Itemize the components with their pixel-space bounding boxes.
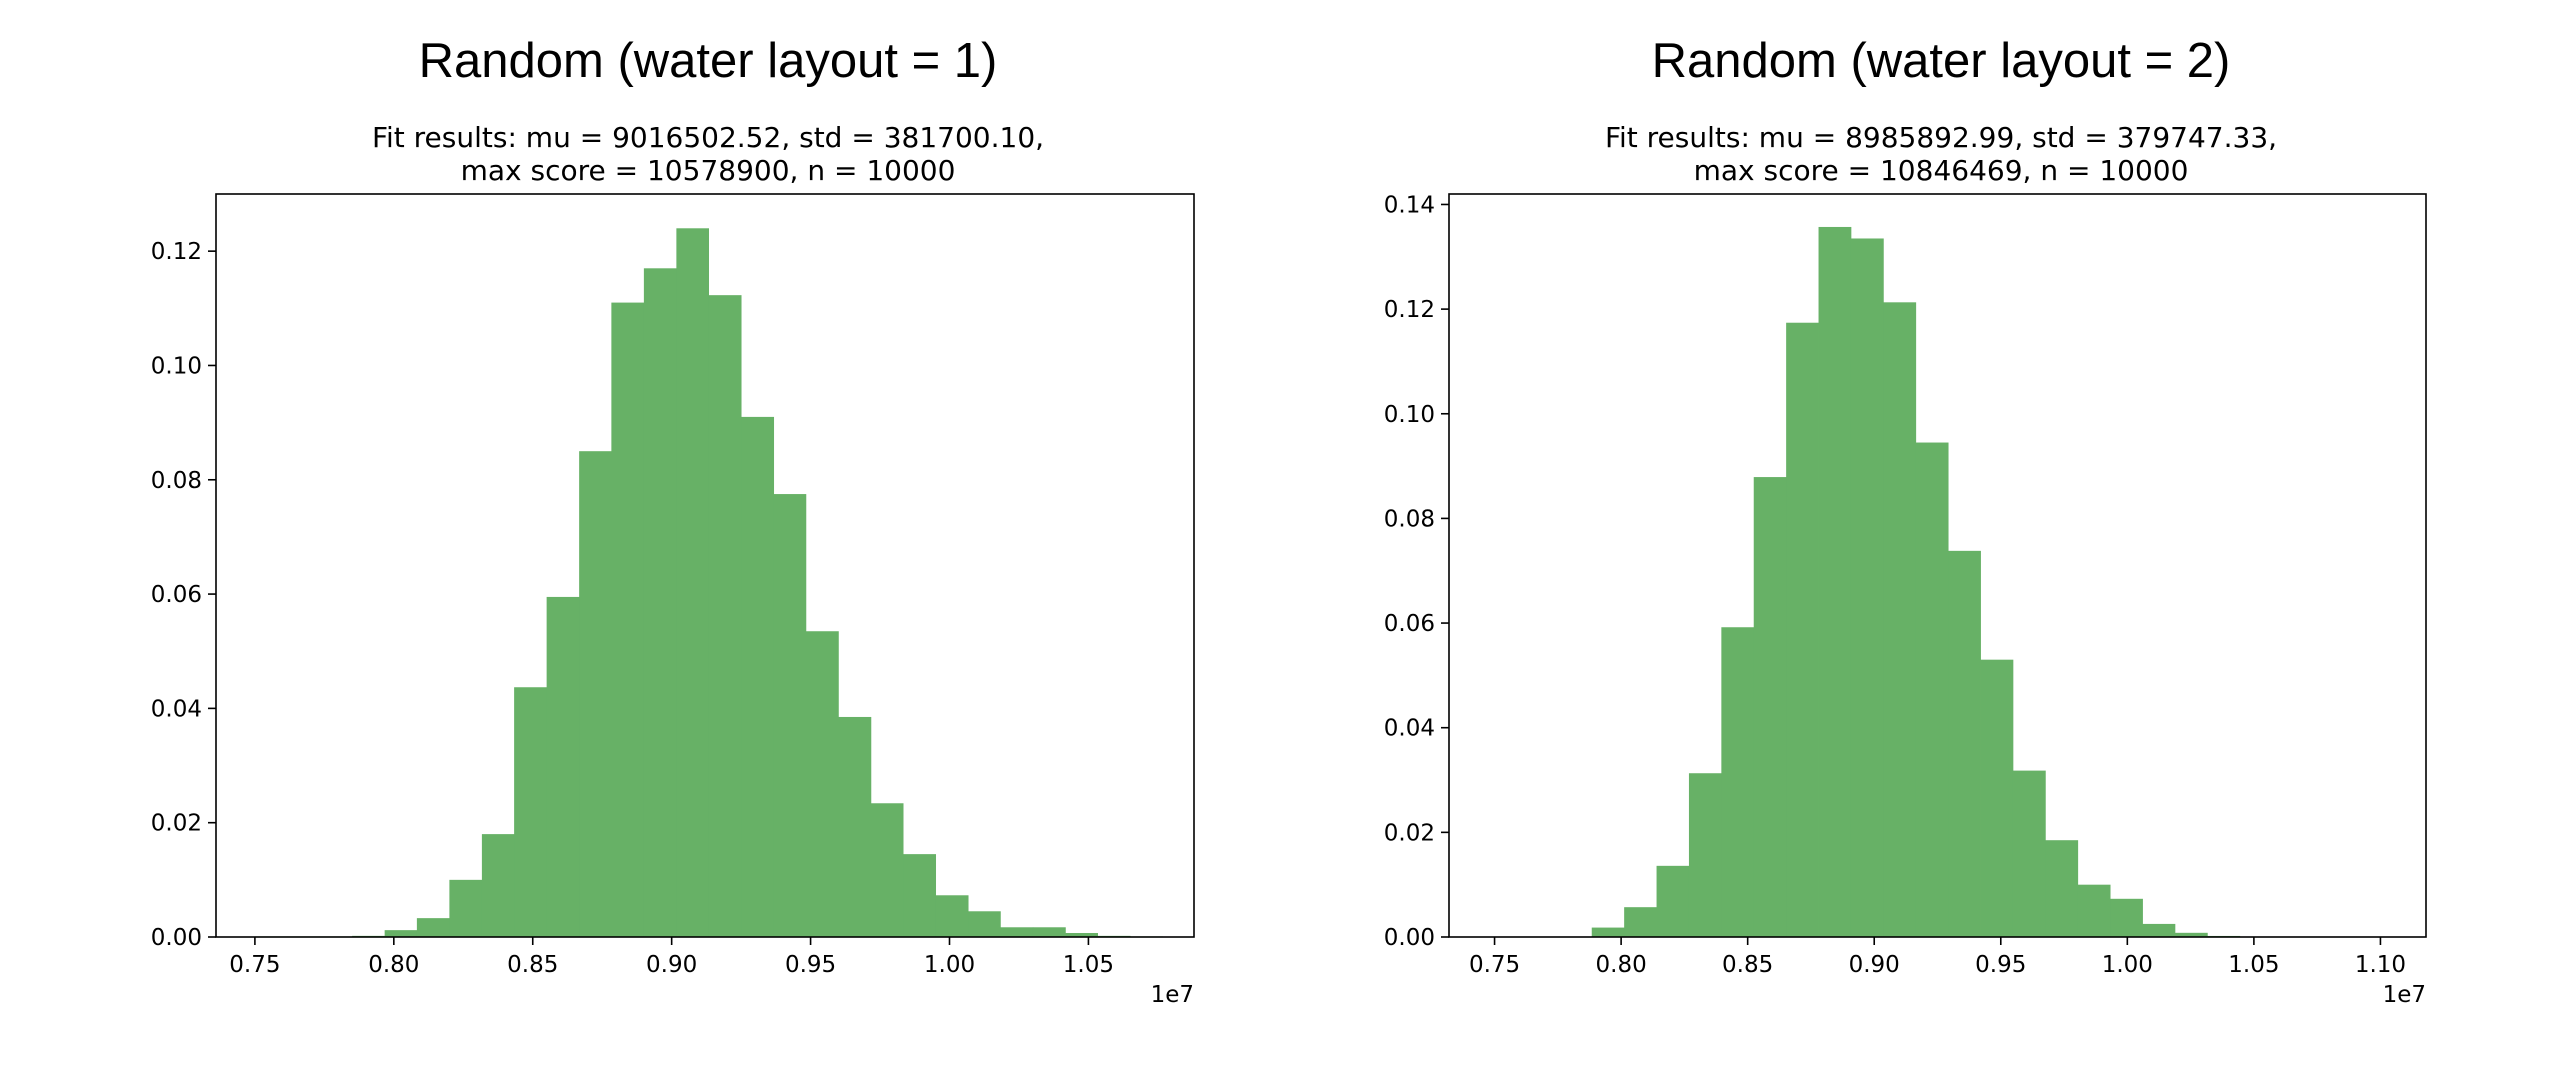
histogram-bar-10 xyxy=(579,451,612,937)
x-tick-label: 1.05 xyxy=(1063,952,1114,978)
histogram-bar-24 xyxy=(1032,927,1066,937)
axes: 0.75 0.80 0.85 0.90 0.95 1.00 1.05 0.00 0.02 0.04… xyxy=(151,193,1195,978)
histogram-bar-7 xyxy=(481,834,515,937)
histogram-bar-13 xyxy=(676,228,710,938)
y-tick-label: 0.00 xyxy=(1384,925,1435,951)
y-tick-label: 0.00 xyxy=(151,925,202,951)
x-tick-label: 0.85 xyxy=(1722,952,1773,978)
x-tick-label: 0.80 xyxy=(1596,952,1647,978)
y-tick-label: 0.02 xyxy=(1384,820,1435,846)
x-tick-label: 0.90 xyxy=(646,952,697,978)
y-tick-label: 0.06 xyxy=(151,582,202,608)
histogram-bars xyxy=(254,228,1164,938)
histogram-bar-7 xyxy=(1721,627,1755,937)
histogram-bar-15 xyxy=(1980,659,2014,937)
histogram-bar-4 xyxy=(1624,907,1657,937)
plot-frame xyxy=(215,193,1195,938)
histogram-bar-16 xyxy=(2012,770,2046,937)
x-tick-label: 0.95 xyxy=(1975,952,2026,978)
histogram-bars xyxy=(1494,226,2370,938)
y-tick-label: 0.08 xyxy=(1384,506,1435,532)
histogram-panel-2: Random (water layout = 2) Fit results: m… xyxy=(1384,34,2427,1008)
histogram-bar-15 xyxy=(741,416,775,937)
histogram-bar-10 xyxy=(1818,226,1852,937)
histogram-bar-11 xyxy=(1850,238,1884,938)
histogram-panel-1: Random (water layout = 1) Fit results: m… xyxy=(151,34,1195,1008)
histogram-bar-8 xyxy=(1753,477,1787,937)
histogram-bar-18 xyxy=(838,716,872,937)
chart-title: Random (water layout = 1) xyxy=(419,34,998,88)
histogram-bar-23 xyxy=(1000,927,1034,937)
x-tick-label: 0.75 xyxy=(229,952,280,978)
y-tick-label: 0.04 xyxy=(151,696,202,722)
histogram-bar-3 xyxy=(1591,927,1625,937)
x-tick-label: 1.05 xyxy=(2228,952,2279,978)
x-tick-label: 0.80 xyxy=(368,952,419,978)
histogram-bar-11 xyxy=(611,302,645,938)
histogram-bar-17 xyxy=(2045,840,2079,937)
y-tick-label: 0.06 xyxy=(1384,611,1435,637)
histogram-bar-14 xyxy=(1948,550,1981,937)
y-tick-label: 0.02 xyxy=(151,811,202,837)
plot-frame xyxy=(1448,193,2427,938)
histogram-bar-9 xyxy=(546,596,580,937)
x-tick-label: 1.10 xyxy=(2355,952,2406,978)
y-tick-label: 0.12 xyxy=(151,239,202,265)
x-tick-label: 0.75 xyxy=(1469,952,1520,978)
y-tick-label: 0.04 xyxy=(1384,716,1435,742)
chart-subtitle-line-1: Fit results: mu = 9016502.52, std = 3817… xyxy=(372,121,1044,154)
axes: 0.75 0.80 0.85 0.90 0.95 1.00 1.05 1.10 0.00 0.02… xyxy=(1384,192,2427,978)
chart-subtitle-line-1: Fit results: mu = 8985892.99, std = 3797… xyxy=(1605,121,2277,154)
histogram-bar-19 xyxy=(870,803,904,937)
histogram-bar-5 xyxy=(416,918,450,937)
histogram-bar-20 xyxy=(903,854,937,937)
histogram-bar-4 xyxy=(384,930,418,937)
histogram-bar-22 xyxy=(968,911,1001,937)
chart-title: Random (water layout = 2) xyxy=(1652,34,2231,88)
histogram-bar-9 xyxy=(1786,322,1819,938)
histogram-bar-25 xyxy=(1065,933,1098,937)
y-tick-label: 0.12 xyxy=(1384,297,1435,323)
histogram-bar-6 xyxy=(1688,773,1722,937)
histogram-bar-6 xyxy=(449,879,483,937)
x-tick-label: 1.00 xyxy=(2102,952,2153,978)
chart-subtitle-line-2: max score = 10846469, n = 10000 xyxy=(1694,154,2189,187)
histogram-bar-12 xyxy=(643,268,677,937)
x-tick-label: 1.00 xyxy=(924,952,975,978)
histogram-bar-14 xyxy=(708,295,742,937)
histogram-bar-17 xyxy=(805,631,839,937)
histogram-bar-16 xyxy=(773,494,807,937)
histogram-bar-21 xyxy=(2174,932,2208,937)
x-tick-label: 0.95 xyxy=(785,952,836,978)
histogram-bar-21 xyxy=(935,895,969,937)
y-tick-label: 0.08 xyxy=(151,468,202,494)
x-tick-label: 0.85 xyxy=(507,952,558,978)
x-axis-offset-label: 1e7 xyxy=(1151,982,1194,1008)
histogram-bar-19 xyxy=(2110,898,2143,937)
histogram-bar-12 xyxy=(1883,302,1917,937)
histogram-bar-20 xyxy=(2142,923,2176,937)
chart-subtitle-line-2: max score = 10578900, n = 10000 xyxy=(461,154,956,187)
y-tick-label: 0.10 xyxy=(151,353,202,379)
y-tick-label: 0.14 xyxy=(1384,192,1435,218)
x-tick-label: 0.90 xyxy=(1849,952,1900,978)
x-axis-offset-label: 1e7 xyxy=(2383,982,2426,1008)
histogram-bar-8 xyxy=(514,687,548,937)
histogram-bar-5 xyxy=(1656,865,1690,937)
y-tick-label: 0.10 xyxy=(1384,402,1435,428)
histogram-bar-13 xyxy=(1915,442,1949,937)
histogram-bar-18 xyxy=(2077,884,2111,937)
